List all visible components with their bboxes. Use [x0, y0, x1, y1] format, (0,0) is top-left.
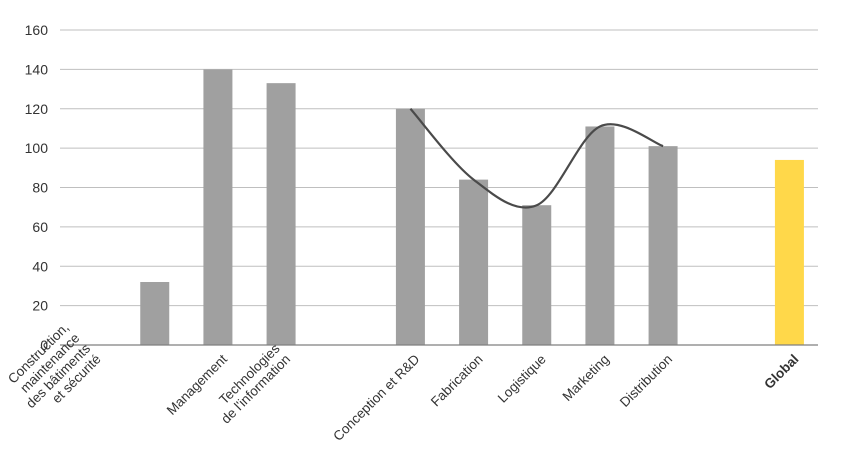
- bar: [648, 146, 678, 345]
- y-tick-label: 100: [25, 140, 49, 156]
- x-tick-label: Management: [164, 351, 231, 418]
- bars: [140, 69, 804, 345]
- x-tick-label: Marketing: [560, 352, 613, 405]
- y-axis-ticks: 0 20 40 60 80 100 120 140 160: [25, 22, 49, 353]
- trend-curve: [409, 108, 664, 209]
- bar: [395, 108, 425, 345]
- y-tick-label: 0: [40, 337, 48, 353]
- x-tick-label: Global: [761, 352, 801, 392]
- y-tick-label: 40: [32, 258, 48, 274]
- bar: [140, 282, 170, 345]
- y-tick-label: 140: [25, 61, 49, 77]
- y-tick-label: 80: [32, 180, 48, 196]
- y-tick-label: 160: [25, 22, 49, 38]
- grid-lines: [60, 29, 818, 307]
- x-tick-label: Construction,maintenancedes bâtimentset …: [2, 320, 104, 422]
- x-tick-label: Distribution: [617, 352, 675, 410]
- x-tick-label: Logistique: [495, 352, 549, 406]
- bar: [459, 179, 489, 345]
- x-tick-label: Conception et R&D: [330, 351, 422, 443]
- bar-global: [774, 159, 804, 345]
- y-tick-label: 20: [32, 298, 48, 314]
- bar: [266, 83, 296, 345]
- x-tick-label: Fabrication: [428, 352, 486, 410]
- bar: [585, 126, 615, 345]
- y-tick-label: 60: [32, 219, 48, 235]
- y-tick-label: 120: [25, 101, 49, 117]
- bar: [522, 205, 552, 345]
- bar: [203, 69, 233, 345]
